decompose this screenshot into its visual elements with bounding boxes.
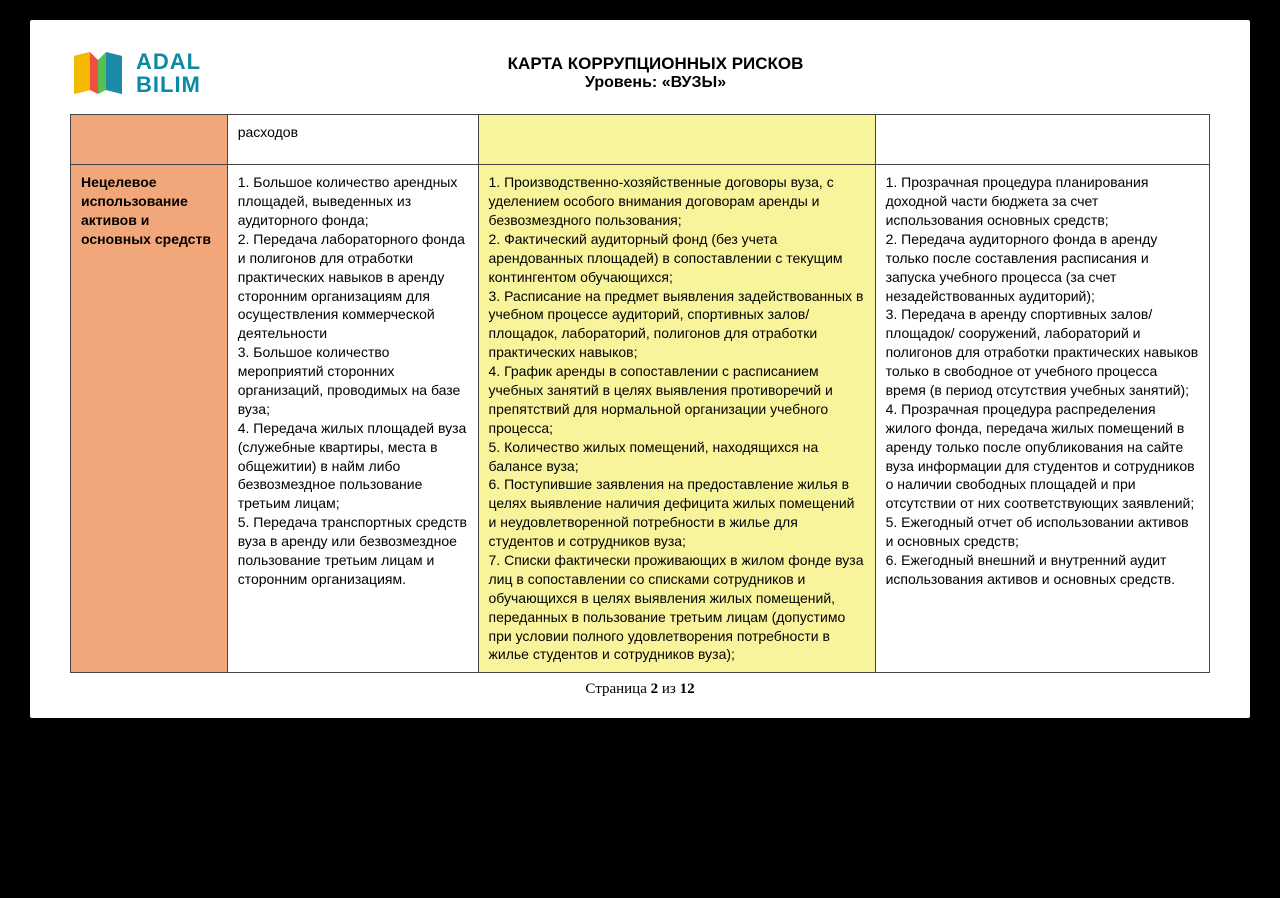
cell-risk (71, 115, 228, 165)
cell-measures: 1. Прозрачная процедура планирования дох… (875, 165, 1209, 673)
table-row: Нецелевое использование активов и основн… (71, 165, 1210, 673)
page-title: КАРТА КОРРУПЦИОННЫХ РИСКОВ Уровень: «ВУЗ… (101, 54, 1210, 92)
footer-total: 12 (680, 681, 695, 697)
document-page: ADAL BILIM КАРТА КОРРУПЦИОННЫХ РИСКОВ Ур… (30, 20, 1250, 718)
cell-factors: расходов (227, 115, 478, 165)
title-sub: Уровень: «ВУЗЫ» (101, 74, 1210, 92)
title-main: КАРТА КОРРУПЦИОННЫХ РИСКОВ (101, 54, 1210, 74)
footer-current: 2 (651, 681, 659, 697)
footer-prefix: Страница (585, 681, 650, 697)
footer-sep: из (658, 681, 679, 697)
cell-indicators (478, 115, 875, 165)
risk-table: расходов Нецелевое использование активов… (70, 114, 1210, 673)
header: ADAL BILIM КАРТА КОРРУПЦИОННЫХ РИСКОВ Ур… (70, 50, 1210, 96)
cell-risk: Нецелевое использование активов и основн… (71, 165, 228, 673)
page-footer: Страница 2 из 12 (70, 681, 1210, 698)
cell-indicators: 1. Производственно-хозяйственные договор… (478, 165, 875, 673)
table-row: расходов (71, 115, 1210, 165)
cell-factors: 1. Большое количество арендных площадей,… (227, 165, 478, 673)
cell-measures (875, 115, 1209, 165)
